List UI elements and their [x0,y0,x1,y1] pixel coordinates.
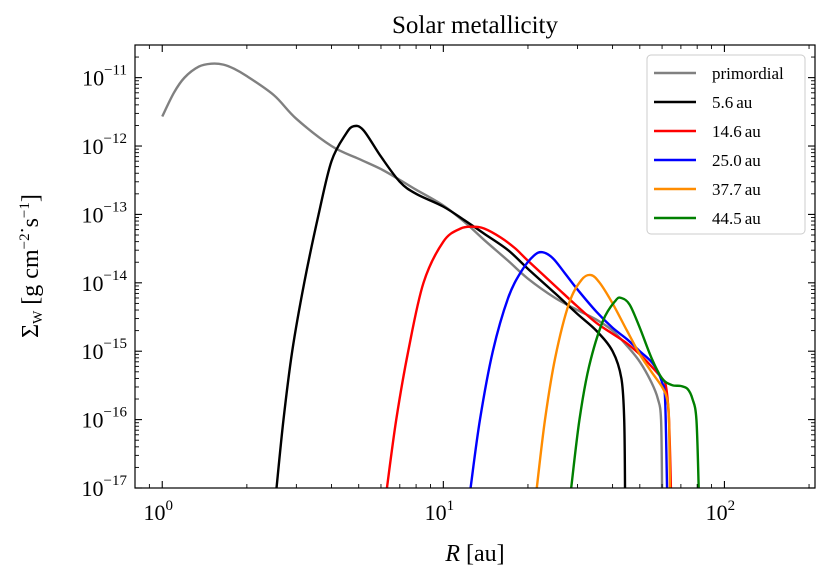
legend-label: primordial [712,64,784,83]
plot-frame [134,44,816,489]
x-tick-label: 101 [425,498,455,525]
x-axis-ticks: 100 101 102 [134,45,810,525]
x-tick-label: 102 [706,498,736,525]
y-tick-label: 10−11 [82,63,127,91]
series-line-2 [385,225,673,488]
series-line-0 [161,62,664,488]
y-axis-subscript: W [31,310,46,324]
legend-label: 14.6 au [712,122,761,141]
y-axis-unit-close: ] [18,194,44,202]
y-tick-label: 10−12 [82,131,127,159]
y-tick-label: 10−13 [82,199,127,227]
legend-label: 37.7 au [712,180,761,199]
y-tick-label: 10−14 [82,268,128,296]
x-axis-unit: [au] [460,541,505,567]
legend: primordial 5.6 au 14.6 au 25.0 au 37.7 au 44.5 au [646,54,806,235]
y-axis-label: ΣW [g cm−2 s−1] [17,194,46,338]
series-layer [161,62,700,488]
legend-label: 25.0 au [712,151,761,170]
x-axis-variable: R [444,541,460,567]
x-tick-label: 100 [143,498,173,525]
legend-items: primordial 5.6 au 14.6 au 25.0 au 37.7 au 44.5 au [654,64,784,228]
y-tick-label: 10−15 [82,336,127,364]
legend-label: 44.5 au [712,209,761,228]
y-tick-label: 10−16 [82,405,128,433]
y-axis-unit-mid: s [18,218,44,233]
y-tick-label: 10−17 [82,473,128,501]
chart-title: Solar metallicity [392,12,558,39]
series-line-3 [469,250,669,488]
series-line-5 [569,296,700,488]
y-axis-unit-open: [g cm [18,249,44,311]
y-axis-unit-exp2: −1 [17,202,33,218]
y-axis-ticks: 10−11 10−12 10−13 10−14 10−15 10−16 10−17 [82,44,815,501]
y-axis-dot: ˙ [18,224,25,249]
x-axis-label: R [au] [444,541,504,567]
y-axis-symbol: Σ [18,324,44,338]
legend-label: 5.6 au [712,93,753,112]
y-axis-unit-exp1: −2 [17,233,33,249]
